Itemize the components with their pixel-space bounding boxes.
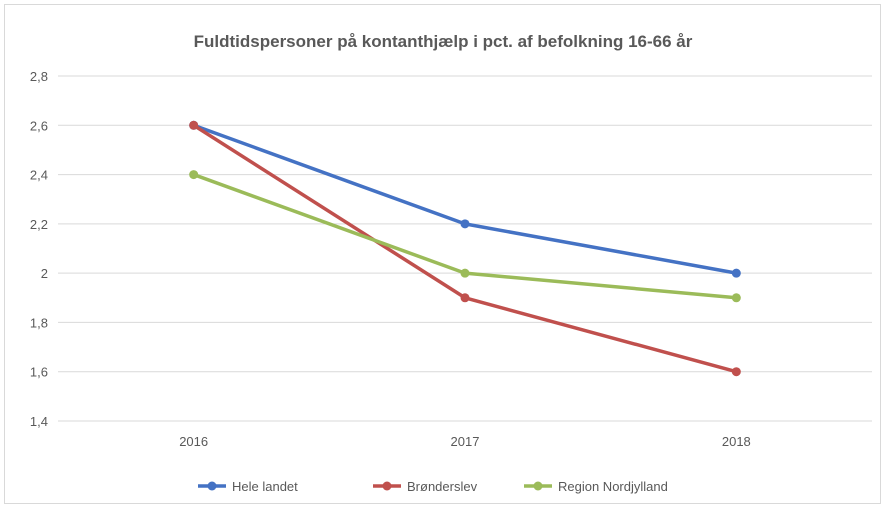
y-tick-label: 1,6 — [30, 365, 48, 380]
y-tick-label: 2,8 — [30, 69, 48, 84]
data-point — [731, 367, 741, 377]
y-tick-label: 2,4 — [30, 168, 48, 183]
series-line — [191, 123, 739, 275]
y-tick-label: 1,8 — [30, 315, 48, 330]
x-tick-label: 2016 — [179, 434, 208, 449]
data-point — [731, 293, 741, 303]
legend-marker — [382, 481, 392, 491]
series-0 — [189, 120, 741, 278]
series-2 — [189, 170, 741, 303]
legend-label: Hele landet — [232, 479, 298, 494]
legend-marker — [207, 481, 217, 491]
x-axis-ticks: 2016 2017 2018 — [179, 434, 751, 449]
series-1 — [189, 120, 741, 377]
data-point — [731, 268, 741, 278]
series-line — [191, 172, 739, 300]
data-point — [460, 268, 470, 278]
legend-item: Brønderslev — [373, 479, 478, 494]
y-tick-label: 2 — [41, 266, 48, 281]
legend-item: Hele landet — [198, 479, 298, 494]
series-group — [189, 120, 741, 377]
chart-title: Fuldtidspersoner på kontanthjælp i pct. … — [194, 32, 693, 51]
y-tick-label: 2,6 — [30, 118, 48, 133]
legend-marker — [533, 481, 543, 491]
legend-label: Brønderslev — [407, 479, 478, 494]
y-axis-ticks: 1,4 1,6 1,8 2 2,2 2,4 2,6 2,8 — [30, 69, 48, 429]
legend-item: Region Nordjylland — [524, 479, 668, 494]
series-line — [191, 123, 739, 374]
data-point — [189, 120, 199, 130]
data-point — [460, 293, 470, 303]
y-tick-label: 2,2 — [30, 217, 48, 232]
y-tick-label: 1,4 — [30, 414, 48, 429]
x-tick-label: 2017 — [451, 434, 480, 449]
x-tick-label: 2018 — [722, 434, 751, 449]
data-point — [189, 170, 199, 180]
legend-label: Region Nordjylland — [558, 479, 668, 494]
data-point — [460, 219, 470, 229]
gridlines — [58, 75, 872, 422]
legend: Hele landet Brønderslev Region Nordjylland — [198, 479, 668, 494]
